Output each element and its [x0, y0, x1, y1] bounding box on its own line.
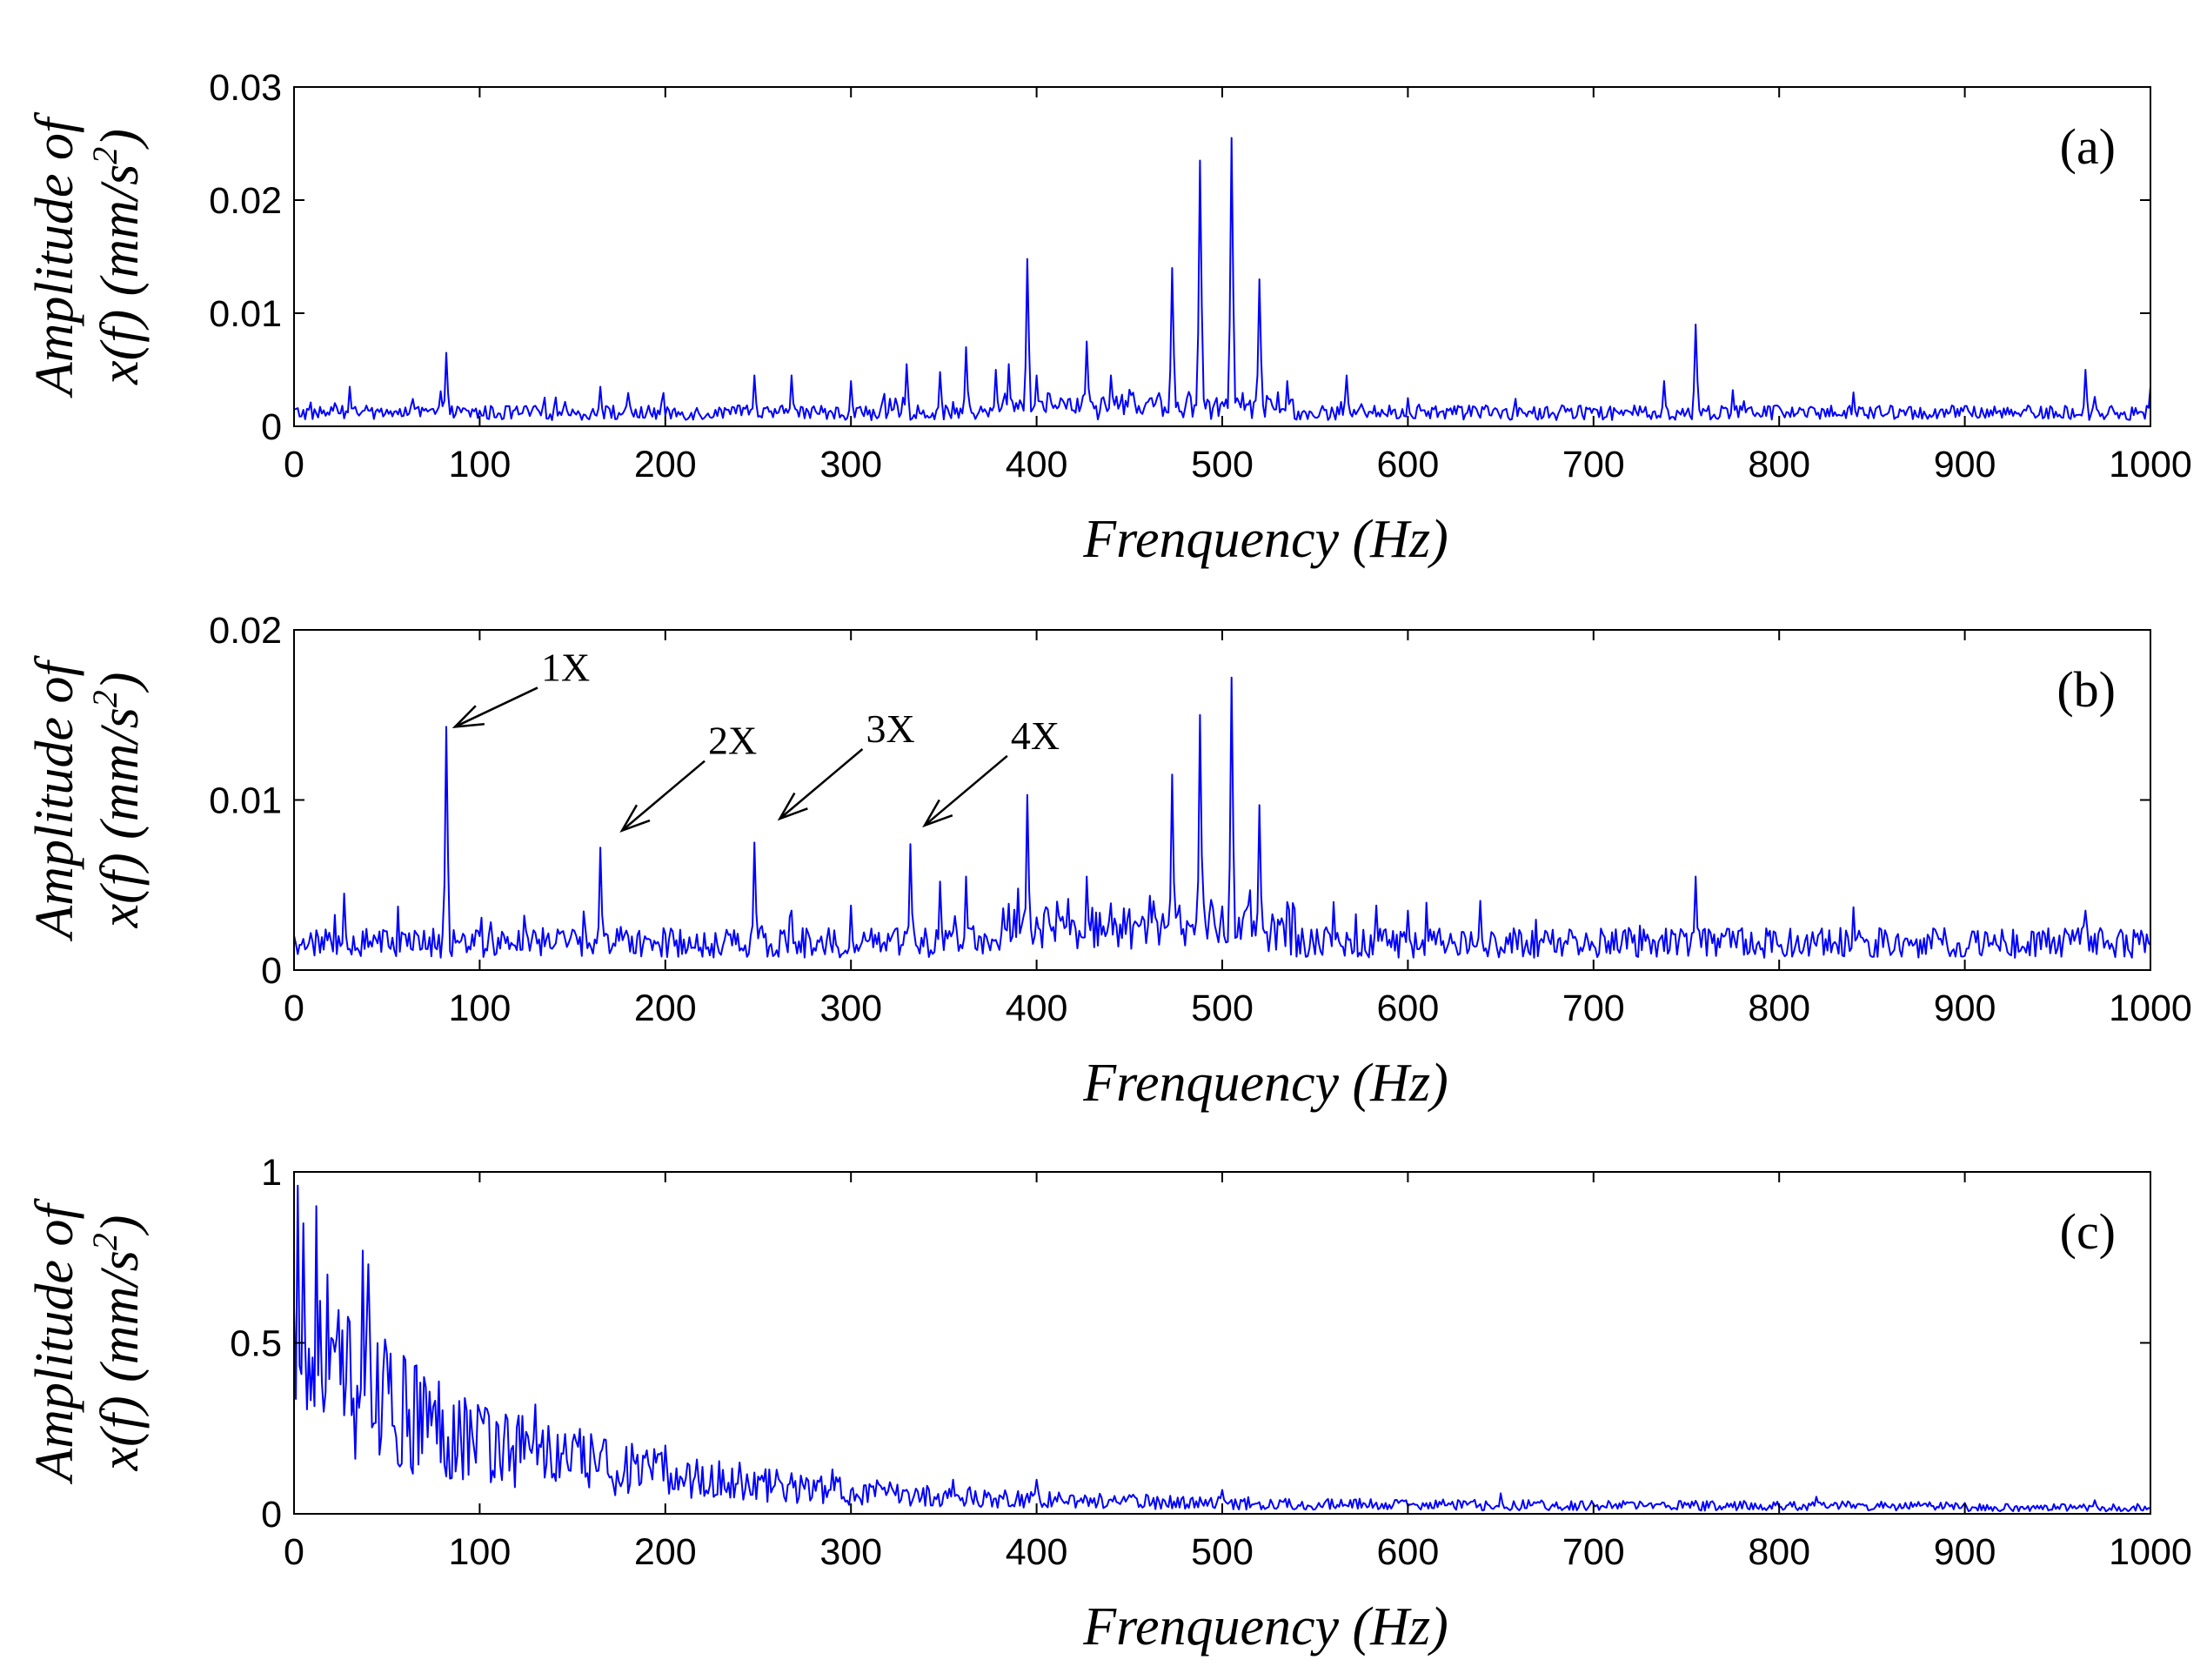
annotation-label: 3X	[866, 706, 914, 751]
x-tick-label: 700	[1562, 1531, 1625, 1573]
y-tick-label: 0.01	[209, 293, 282, 335]
y-tick-label: 0.03	[209, 67, 282, 109]
x-tick-label: 800	[1748, 1531, 1810, 1573]
annotation-arrow-head	[619, 804, 651, 833]
y-axis-label-close: )	[90, 673, 150, 693]
x-tick-label: 500	[1191, 1531, 1254, 1573]
x-tick-label: 600	[1377, 444, 1440, 485]
y-tick-label: 1	[261, 1152, 282, 1194]
axes-box	[293, 86, 2151, 427]
y-axis-label-line1: Amplitude of	[25, 654, 84, 941]
x-tick-label: 900	[1934, 1531, 1996, 1573]
series-line	[293, 676, 2151, 959]
x-tick-label: 300	[819, 1531, 882, 1573]
y-axis-label-main: x(f) (mm/s	[90, 1250, 150, 1471]
y-axis-label-line2: x(f) (mm/s2)	[85, 129, 150, 385]
y-axis-label-close: )	[90, 1215, 150, 1236]
x-tick-label: 900	[1934, 987, 1996, 1029]
y-tick-label: 0.02	[209, 610, 282, 652]
axes-box	[293, 1171, 2151, 1515]
annotation-arrow-head	[777, 792, 808, 821]
chart-panel-b: 0 100 200 300 400 500 600 700 800 900 1000 0 0.01 0.0…	[25, 610, 2192, 1113]
chart-panel-c: 0 100 200 300 400 500 600 700 800 900 1000 0 0.5 1 Fre…	[25, 1152, 2192, 1657]
x-tick-label: 300	[819, 987, 882, 1029]
y-tick-label: 0	[261, 406, 282, 448]
x-tick-label: 200	[634, 1531, 697, 1573]
y-axis-label-line1: Amplitude of	[25, 1197, 84, 1484]
x-tick-label: 1000	[2109, 444, 2192, 485]
y-axis-label-main: x(f) (mm/s	[90, 164, 150, 385]
x-tick-label: 300	[819, 444, 882, 485]
x-tick-label: 0	[284, 1531, 304, 1573]
x-tick-label: 600	[1377, 1531, 1440, 1573]
x-tick-label: 800	[1748, 444, 1810, 485]
y-tick-label: 0.02	[209, 180, 282, 222]
y-axis-label-close: )	[90, 129, 150, 150]
panel-label: (a)	[2060, 118, 2116, 175]
x-tick-label: 200	[634, 444, 697, 485]
panel-label: (b)	[2057, 661, 2116, 718]
x-tick-label: 100	[449, 987, 512, 1029]
x-tick-label: 500	[1191, 444, 1254, 485]
x-axis-label: Frenquency (Hz)	[1082, 1597, 1448, 1657]
y-tick-label: 0	[261, 950, 282, 992]
x-tick-label: 100	[449, 1531, 512, 1573]
y-axis-label-superscript: 2	[85, 690, 124, 707]
y-tick-label: 0	[261, 1494, 282, 1536]
annotation-arrow-head	[451, 705, 485, 728]
x-tick-label: 0	[284, 987, 304, 1029]
series-line	[293, 137, 2151, 421]
x-tick-label: 400	[1006, 444, 1068, 485]
x-tick-label: 700	[1562, 444, 1625, 485]
y-axis-label-main: x(f) (mm/s	[90, 707, 150, 928]
panel-label: (c)	[2060, 1203, 2116, 1260]
x-axis-label: Frenquency (Hz)	[1082, 510, 1448, 569]
x-axis-label: Frenquency (Hz)	[1082, 1054, 1448, 1113]
y-axis-label-superscript: 2	[85, 147, 124, 164]
x-tick-label: 400	[1006, 1531, 1068, 1573]
annotation-arrow-line	[924, 754, 1008, 827]
x-tick-label: 700	[1562, 987, 1625, 1029]
x-tick-label: 600	[1377, 987, 1440, 1029]
chart-panel-a: 0 100 200 300 400 500 600 700 800 900 1000 0 0.01 0.0…	[25, 67, 2192, 569]
annotation-arrow-head	[922, 799, 953, 828]
series-line	[293, 1184, 2151, 1513]
annotation-arrow-line	[779, 748, 864, 820]
y-axis-label-superscript: 2	[85, 1233, 124, 1250]
x-tick-label: 900	[1934, 444, 1996, 485]
x-tick-label: 200	[634, 987, 697, 1029]
x-tick-label: 100	[449, 444, 512, 485]
y-tick-label: 0.5	[230, 1323, 282, 1365]
y-tick-label: 0.01	[209, 780, 282, 822]
x-tick-label: 400	[1006, 987, 1068, 1029]
x-tick-label: 0	[284, 444, 304, 485]
annotation-arrow-line	[621, 760, 706, 832]
annotation-label: 4X	[1011, 713, 1060, 758]
x-tick-label: 800	[1748, 987, 1810, 1029]
y-axis-label-line2: x(f) (mm/s2)	[85, 1215, 150, 1472]
x-tick-label: 1000	[2109, 987, 2192, 1029]
annotation-arrow-line	[454, 686, 538, 728]
annotation-label: 2X	[708, 719, 757, 763]
x-tick-label: 500	[1191, 987, 1254, 1029]
y-axis-label-line1: Amplitude of	[25, 111, 84, 398]
x-tick-label: 1000	[2109, 1531, 2192, 1573]
y-axis-label-line2: x(f) (mm/s2)	[85, 673, 150, 929]
annotation-label: 1X	[541, 645, 590, 689]
